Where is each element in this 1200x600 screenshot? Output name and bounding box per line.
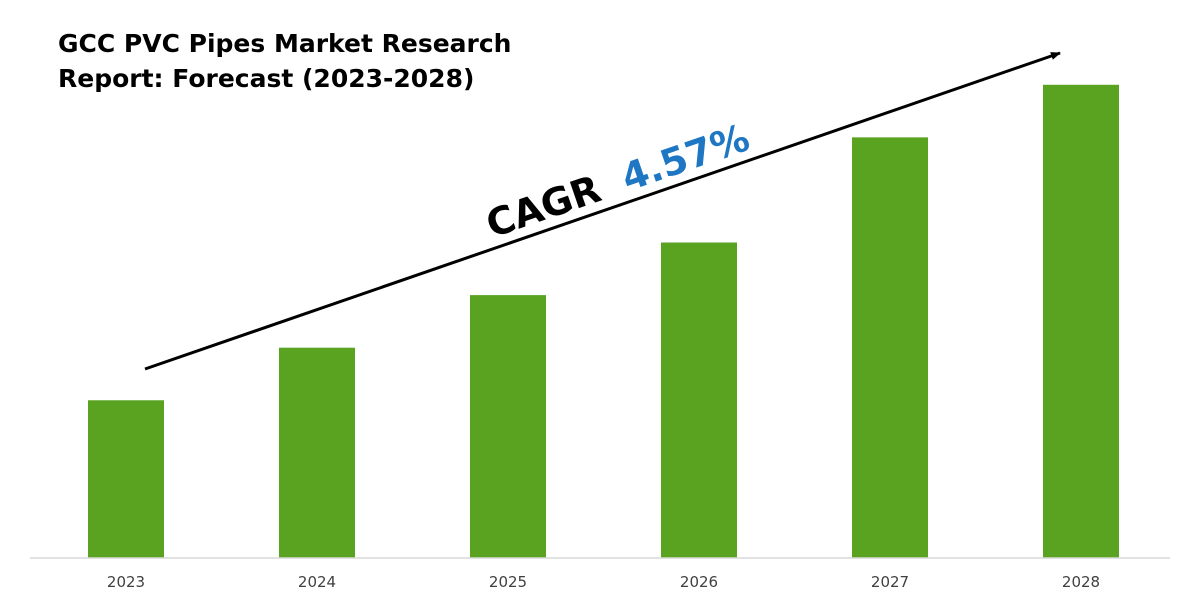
x-tick-label-2024: 2024 bbox=[298, 573, 336, 591]
chart-title-line-1: GCC PVC Pipes Market Research bbox=[58, 29, 511, 58]
cagr-annotation: CAGR 4.57% bbox=[481, 115, 755, 246]
bar-2023 bbox=[88, 400, 164, 558]
trend-arrow bbox=[144, 51, 1061, 371]
x-tick-label-2025: 2025 bbox=[489, 573, 527, 591]
x-tick-label-2023: 2023 bbox=[107, 573, 145, 591]
cagr-label: CAGR bbox=[481, 167, 607, 247]
bar-2025 bbox=[470, 295, 546, 558]
bar-2027 bbox=[852, 137, 928, 559]
bar-2028 bbox=[1043, 84, 1119, 558]
x-tick-labels: 2023 2024 2025 2026 2027 2028 bbox=[107, 573, 1100, 591]
x-tick-label-2028: 2028 bbox=[1062, 573, 1100, 591]
x-tick-label-2026: 2026 bbox=[680, 573, 718, 591]
cagr-value: 4.57% bbox=[616, 115, 755, 200]
bars-group bbox=[88, 84, 1119, 559]
chart-title-line-2: Report: Forecast (2023-2028) bbox=[58, 64, 474, 93]
x-tick-label-2027: 2027 bbox=[871, 573, 909, 591]
bar-2026 bbox=[661, 242, 737, 558]
bar-2024 bbox=[279, 347, 355, 558]
